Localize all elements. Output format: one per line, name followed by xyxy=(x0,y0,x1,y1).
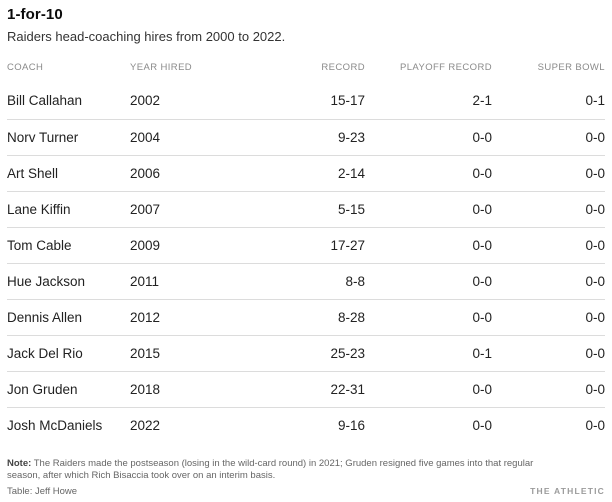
page-title: 1-for-10 xyxy=(7,6,63,23)
column-header-coach: COACH xyxy=(7,62,44,73)
table-row: Bill Callahan 2002 15-17 2-1 0-1 xyxy=(7,83,605,119)
cell-record: 15-17 xyxy=(330,93,365,109)
page-subtitle: Raiders head-coaching hires from 2000 to… xyxy=(7,29,286,44)
cell-super_bowl: 0-0 xyxy=(492,262,605,299)
table-row: Lane Kiffin 2007 5-15 0-0 0-0 xyxy=(7,190,605,227)
cell-year_hired: 2015 xyxy=(130,334,242,371)
cell-playoff_record: 0-0 xyxy=(365,118,492,155)
cell-super_bowl: 0-0 xyxy=(492,226,605,263)
brand-mark: THE ATHLETIC xyxy=(530,486,605,496)
cell-playoff_record: 0-0 xyxy=(365,190,492,227)
cell-super_bowl: 0-0 xyxy=(492,406,605,443)
column-header-year_hired: YEAR HIRED xyxy=(130,62,193,73)
cell-playoff_record: 2-1 xyxy=(472,93,492,109)
cell-super_bowl: 0-0 xyxy=(492,190,605,227)
column-header-super_bowl: SUPER BOWL xyxy=(537,62,605,73)
table-row: Josh McDaniels 2022 9-16 0-0 0-0 xyxy=(7,406,605,443)
cell-coach: Art Shell xyxy=(7,154,130,191)
cell-coach: Norv Turner xyxy=(7,118,130,155)
credit-row: Table: Jeff Howe THE ATHLETIC xyxy=(7,486,605,497)
cell-record: 5-15 xyxy=(242,190,365,227)
coaches-table: COACH YEAR HIRED RECORD PLAYOFF RECORD SUPER… xyxy=(7,53,605,443)
table-credit: Table: Jeff Howe xyxy=(7,486,78,497)
cell-record: 8-28 xyxy=(242,298,365,335)
cell-super_bowl: 0-1 xyxy=(585,93,605,109)
cell-playoff_record: 0-0 xyxy=(365,406,492,443)
cell-super_bowl: 0-0 xyxy=(492,118,605,155)
table-row: Dennis Allen 2012 8-28 0-0 0-0 xyxy=(7,298,605,335)
footnote: Note: The Raiders made the postseason (l… xyxy=(7,458,563,481)
cell-year_hired: 2009 xyxy=(130,226,242,263)
cell-record: 25-23 xyxy=(242,334,365,371)
cell-playoff_record: 0-1 xyxy=(365,334,492,371)
cell-year_hired: 2012 xyxy=(130,298,242,335)
cell-coach: Bill Callahan xyxy=(7,93,83,109)
table-row: Tom Cable 2009 17-27 0-0 0-0 xyxy=(7,226,605,263)
cell-super_bowl: 0-0 xyxy=(492,370,605,407)
cell-playoff_record: 0-0 xyxy=(365,262,492,299)
column-header-playoff_record: PLAYOFF RECORD xyxy=(400,62,492,73)
footnote-text: The Raiders made the postseason (losing … xyxy=(7,458,534,481)
table-row: Norv Turner 2004 9-23 0-0 0-0 xyxy=(7,118,605,155)
cell-record: 9-23 xyxy=(242,118,365,155)
cell-year_hired: 2002 xyxy=(130,93,161,109)
cell-record: 17-27 xyxy=(242,226,365,263)
cell-coach: Dennis Allen xyxy=(7,298,130,335)
cell-record: 22-31 xyxy=(242,370,365,407)
cell-coach: Tom Cable xyxy=(7,226,130,263)
footnote-label: Note: xyxy=(7,458,32,469)
column-header-record: RECORD xyxy=(321,62,365,73)
cell-playoff_record: 0-0 xyxy=(365,298,492,335)
cell-year_hired: 2007 xyxy=(130,190,242,227)
cell-playoff_record: 0-0 xyxy=(365,226,492,263)
cell-coach: Lane Kiffin xyxy=(7,190,130,227)
cell-year_hired: 2006 xyxy=(130,154,242,191)
table-row: Hue Jackson 2011 8-8 0-0 0-0 xyxy=(7,262,605,299)
cell-record: 9-16 xyxy=(242,406,365,443)
cell-coach: Jon Gruden xyxy=(7,370,130,407)
cell-coach: Josh McDaniels xyxy=(7,406,130,443)
cell-super_bowl: 0-0 xyxy=(492,154,605,191)
cell-super_bowl: 0-0 xyxy=(492,298,605,335)
cell-year_hired: 2022 xyxy=(130,406,242,443)
cell-playoff_record: 0-0 xyxy=(365,370,492,407)
table-row: Jack Del Rio 2015 25-23 0-1 0-0 xyxy=(7,334,605,371)
table-footer: Note: The Raiders made the postseason (l… xyxy=(7,458,605,497)
table-header-row: COACH YEAR HIRED RECORD PLAYOFF RECORD SUPER… xyxy=(7,53,605,83)
cell-super_bowl: 0-0 xyxy=(492,334,605,371)
table-row: Art Shell 2006 2-14 0-0 0-0 xyxy=(7,154,605,191)
cell-record: 2-14 xyxy=(242,154,365,191)
table-row: Jon Gruden 2018 22-31 0-0 0-0 xyxy=(7,370,605,407)
cell-year_hired: 2004 xyxy=(130,118,242,155)
cell-year_hired: 2011 xyxy=(130,262,242,299)
cell-record: 8-8 xyxy=(242,262,365,299)
cell-year_hired: 2018 xyxy=(130,370,242,407)
cell-coach: Hue Jackson xyxy=(7,262,130,299)
cell-playoff_record: 0-0 xyxy=(365,154,492,191)
cell-coach: Jack Del Rio xyxy=(7,334,130,371)
